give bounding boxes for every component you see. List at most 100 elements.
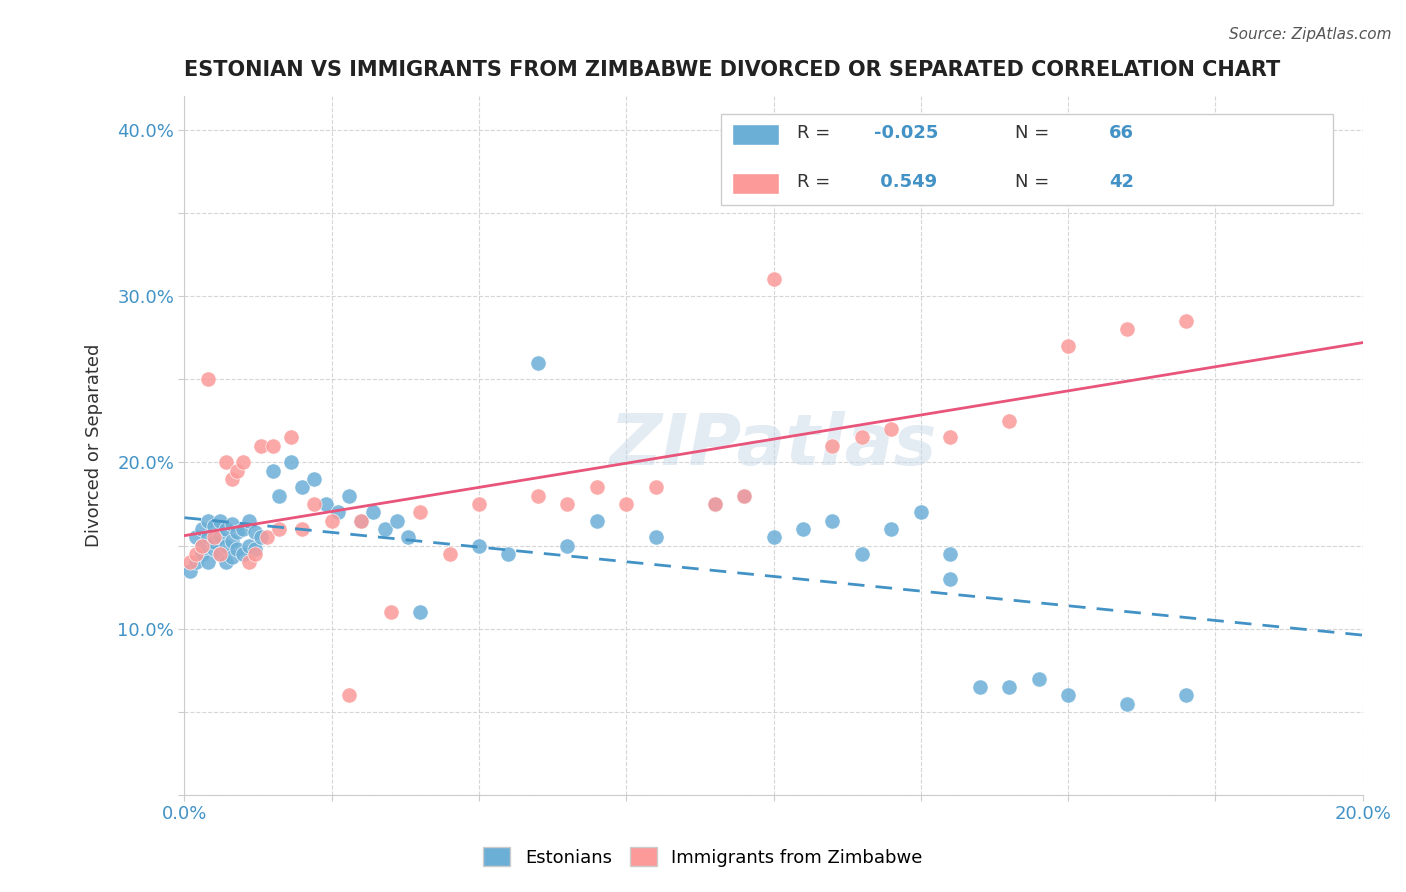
Point (1174, 688, 1197, 702)
Point (762, 530, 785, 544)
Point (557, 497, 579, 511)
Point (250, 530, 273, 544)
Point (202, 530, 225, 544)
Point (191, 539, 214, 553)
Point (256, 530, 278, 544)
Point (910, 505, 932, 519)
Point (197, 555, 219, 569)
Point (644, 480, 666, 494)
FancyBboxPatch shape (733, 173, 779, 194)
Point (191, 522, 214, 536)
Text: Source: ZipAtlas.com: Source: ZipAtlas.com (1229, 27, 1392, 42)
Point (238, 555, 260, 569)
Point (350, 514, 373, 528)
Point (250, 439, 273, 453)
Point (821, 514, 844, 528)
Point (202, 535, 225, 549)
Point (527, 355, 550, 369)
Point (792, 522, 814, 536)
Point (361, 505, 384, 519)
Point (321, 514, 343, 528)
Point (969, 680, 991, 694)
Text: N =: N = (1015, 125, 1054, 143)
Point (851, 547, 873, 561)
Point (221, 516, 243, 531)
Point (215, 539, 238, 553)
Point (527, 489, 550, 503)
Text: -0.025: -0.025 (873, 125, 938, 143)
Point (197, 514, 219, 528)
Point (202, 518, 225, 533)
Point (208, 514, 231, 528)
Point (1116, 322, 1139, 336)
Point (226, 464, 249, 478)
Point (280, 430, 302, 444)
Point (215, 522, 238, 536)
Point (396, 530, 419, 544)
Point (291, 522, 314, 536)
Point (208, 547, 231, 561)
Point (614, 497, 637, 511)
Point (703, 497, 725, 511)
FancyBboxPatch shape (733, 124, 779, 145)
Text: ESTONIAN VS IMMIGRANTS FROM ZIMBABWE DIVORCED OR SEPARATED CORRELATION CHART: ESTONIAN VS IMMIGRANTS FROM ZIMBABWE DIV… (184, 60, 1281, 79)
Point (733, 489, 755, 503)
Point (302, 472, 325, 486)
Point (232, 455, 254, 469)
Point (221, 533, 243, 548)
Point (644, 530, 666, 544)
Point (468, 497, 491, 511)
Point (1057, 339, 1080, 353)
Point (703, 497, 725, 511)
Point (326, 505, 349, 519)
Text: 42: 42 (1109, 173, 1135, 192)
Point (1028, 672, 1050, 686)
Legend: Estonians, Immigrants from Zimbabwe: Estonians, Immigrants from Zimbabwe (477, 840, 929, 874)
Point (374, 522, 396, 536)
Point (439, 547, 461, 561)
Point (1174, 314, 1197, 328)
Point (733, 489, 755, 503)
Point (998, 414, 1021, 428)
Point (262, 464, 284, 478)
Point (197, 372, 219, 386)
Point (880, 522, 903, 536)
Point (939, 430, 962, 444)
Point (339, 489, 361, 503)
Point (243, 541, 266, 556)
Point (851, 430, 873, 444)
Text: 0.549: 0.549 (873, 173, 936, 192)
Point (267, 522, 290, 536)
Point (186, 547, 208, 561)
Point (238, 514, 260, 528)
Point (585, 480, 607, 494)
Point (232, 547, 254, 561)
Point (1116, 697, 1139, 711)
Point (267, 489, 290, 503)
Point (202, 541, 225, 556)
Text: ZIPatlas: ZIPatlas (610, 411, 938, 480)
Point (186, 530, 208, 544)
Point (280, 455, 302, 469)
FancyBboxPatch shape (720, 114, 1333, 205)
Point (291, 480, 314, 494)
Text: R =: R = (797, 125, 837, 143)
Point (339, 688, 361, 702)
Point (409, 505, 432, 519)
Point (191, 547, 214, 561)
Point (186, 555, 208, 569)
Point (208, 547, 231, 561)
Point (302, 497, 325, 511)
Point (315, 497, 337, 511)
Point (232, 522, 254, 536)
Point (243, 547, 266, 561)
Point (821, 439, 844, 453)
Text: R =: R = (797, 173, 837, 192)
Point (221, 472, 243, 486)
Y-axis label: Divorced or Separated: Divorced or Separated (86, 344, 103, 548)
Point (1057, 688, 1080, 702)
Point (243, 525, 266, 540)
Point (498, 547, 520, 561)
Point (179, 564, 201, 578)
Point (215, 555, 238, 569)
